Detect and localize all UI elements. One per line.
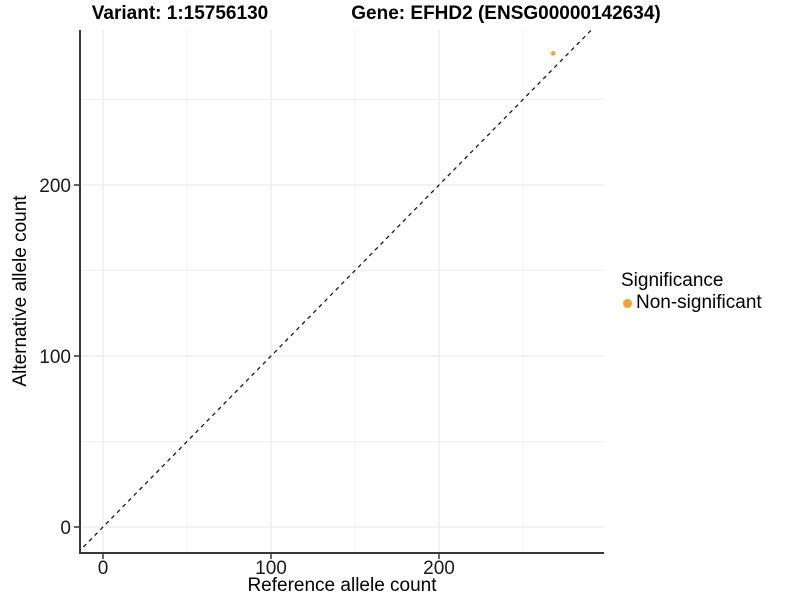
x-tick-label: 200 [423,558,455,579]
legend-key-dot-icon [623,298,632,308]
y-axis-title: Alternative allele count [10,195,31,387]
data-point [550,51,556,56]
legend-title: Significance [621,270,724,291]
legend-item-label: Non-significant [636,292,762,314]
x-axis-title: Reference allele count [247,575,437,596]
y-tick-label: 100 [39,347,71,368]
x-tick-label: 0 [98,558,109,579]
legend-item: Non-significant [621,292,762,314]
variant-title: Variant: 1:15756130 [91,3,269,24]
y-tick-label: 0 [60,518,71,539]
gene-title: Gene: EFHD2 (ENSG00000142634) [351,3,661,24]
legend: Significance Non-significant [621,270,762,314]
x-tick-label: 100 [255,558,287,579]
y-tick-label: 200 [39,176,71,197]
identity-reference-line [80,30,593,552]
